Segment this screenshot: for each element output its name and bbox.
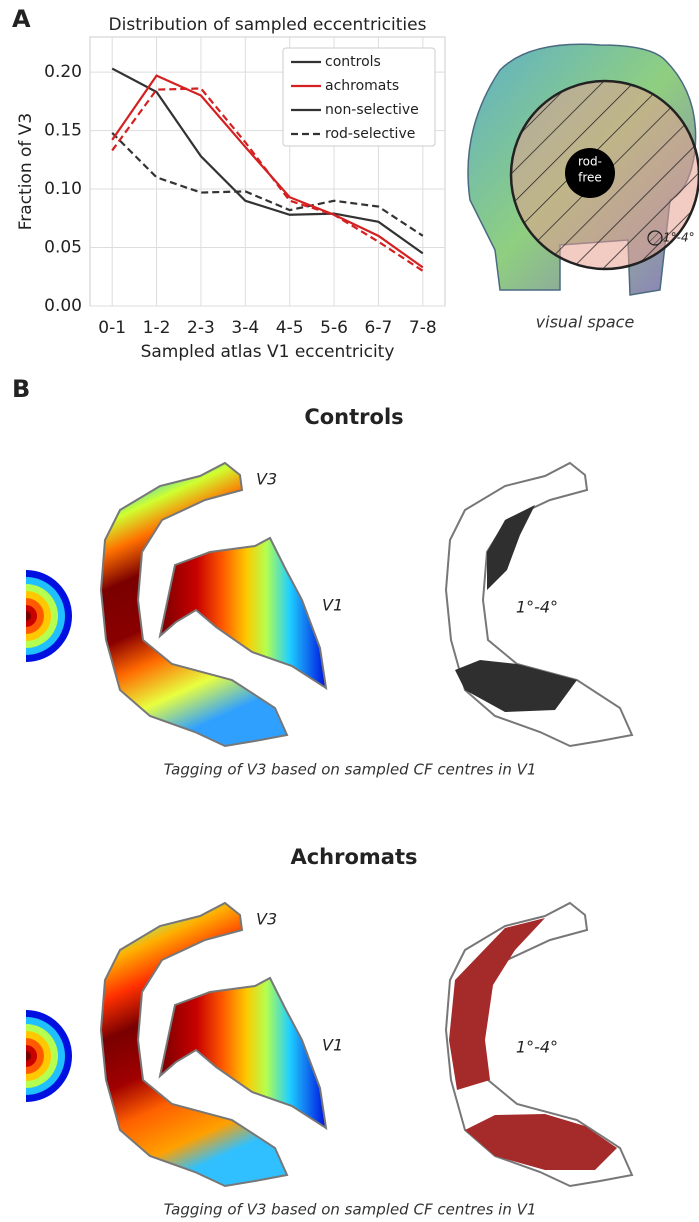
y-axis-label: Fraction of V3 — [16, 113, 36, 231]
x-tick-label: 4-5 — [276, 318, 304, 338]
area-label: V3 — [256, 910, 277, 929]
chart-title: Distribution of sampled eccentricities — [109, 15, 427, 35]
caption: Tagging of V3 based on sampled CF centre… — [164, 1201, 537, 1219]
range-label: 1°-4° — [516, 598, 558, 617]
area-label: V3 — [256, 470, 277, 489]
controls-group: Controls V3 V1 1°-4° Tagging of V3 based… — [26, 405, 632, 779]
group-title: Achromats — [290, 845, 417, 869]
range-label: 1°-4° — [516, 1038, 558, 1057]
range-label: 1°-4° — [663, 231, 695, 245]
eccentricity-key — [26, 570, 72, 662]
rod-free-label: free — [578, 171, 602, 185]
caption: visual space — [536, 313, 635, 332]
y-tick-label: 0.15 — [44, 121, 82, 141]
hippo-illustration: rod- free 1°-4° visual space — [468, 44, 699, 331]
group-title: Controls — [304, 405, 403, 429]
y-tick-label: 0.05 — [44, 238, 82, 258]
legend-label: rod-selective — [325, 126, 415, 142]
x-tick-label: 3-4 — [231, 318, 259, 338]
panel-letter: A — [12, 5, 31, 33]
x-axis-label: Sampled atlas V1 eccentricity — [141, 342, 395, 362]
area-label: V1 — [322, 1036, 343, 1055]
legend-label: achromats — [325, 78, 399, 94]
y-tick-label: 0.00 — [44, 296, 82, 316]
panel-letter: B — [12, 375, 30, 403]
eccentricity-key — [26, 1010, 72, 1102]
figure: A 0.00 0.05 0.10 0.15 0.20 0-1 1-2 2-3 3-4 4-5 5-6… — [0, 0, 699, 1222]
line-chart: 0.00 0.05 0.10 0.15 0.20 0-1 1-2 2-3 3-4 4-5 5-6 6-… — [16, 15, 445, 362]
x-tick-label: 1-2 — [143, 318, 171, 338]
x-tick-label: 0-1 — [98, 318, 126, 338]
x-tick-label: 6-7 — [365, 318, 393, 338]
caption: Tagging of V3 based on sampled CF centre… — [164, 761, 537, 779]
x-tick-label: 7-8 — [409, 318, 437, 338]
achromats-group: Achromats V3 V1 1°-4° Tagging of V3 base… — [26, 845, 632, 1219]
v1-map — [160, 538, 326, 688]
area-label: V1 — [322, 596, 343, 615]
legend-label: non-selective — [325, 102, 419, 118]
legend-label: controls — [325, 54, 381, 70]
y-tick-label: 0.20 — [44, 62, 82, 82]
x-tick-label: 2-3 — [187, 318, 215, 338]
v1-map — [160, 978, 326, 1128]
y-tick-label: 0.10 — [44, 179, 82, 199]
x-tick-label: 5-6 — [320, 318, 348, 338]
rod-free-label: rod- — [578, 155, 602, 169]
page: {"chart_data": {"type": "line", "title":… — [0, 0, 699, 1222]
